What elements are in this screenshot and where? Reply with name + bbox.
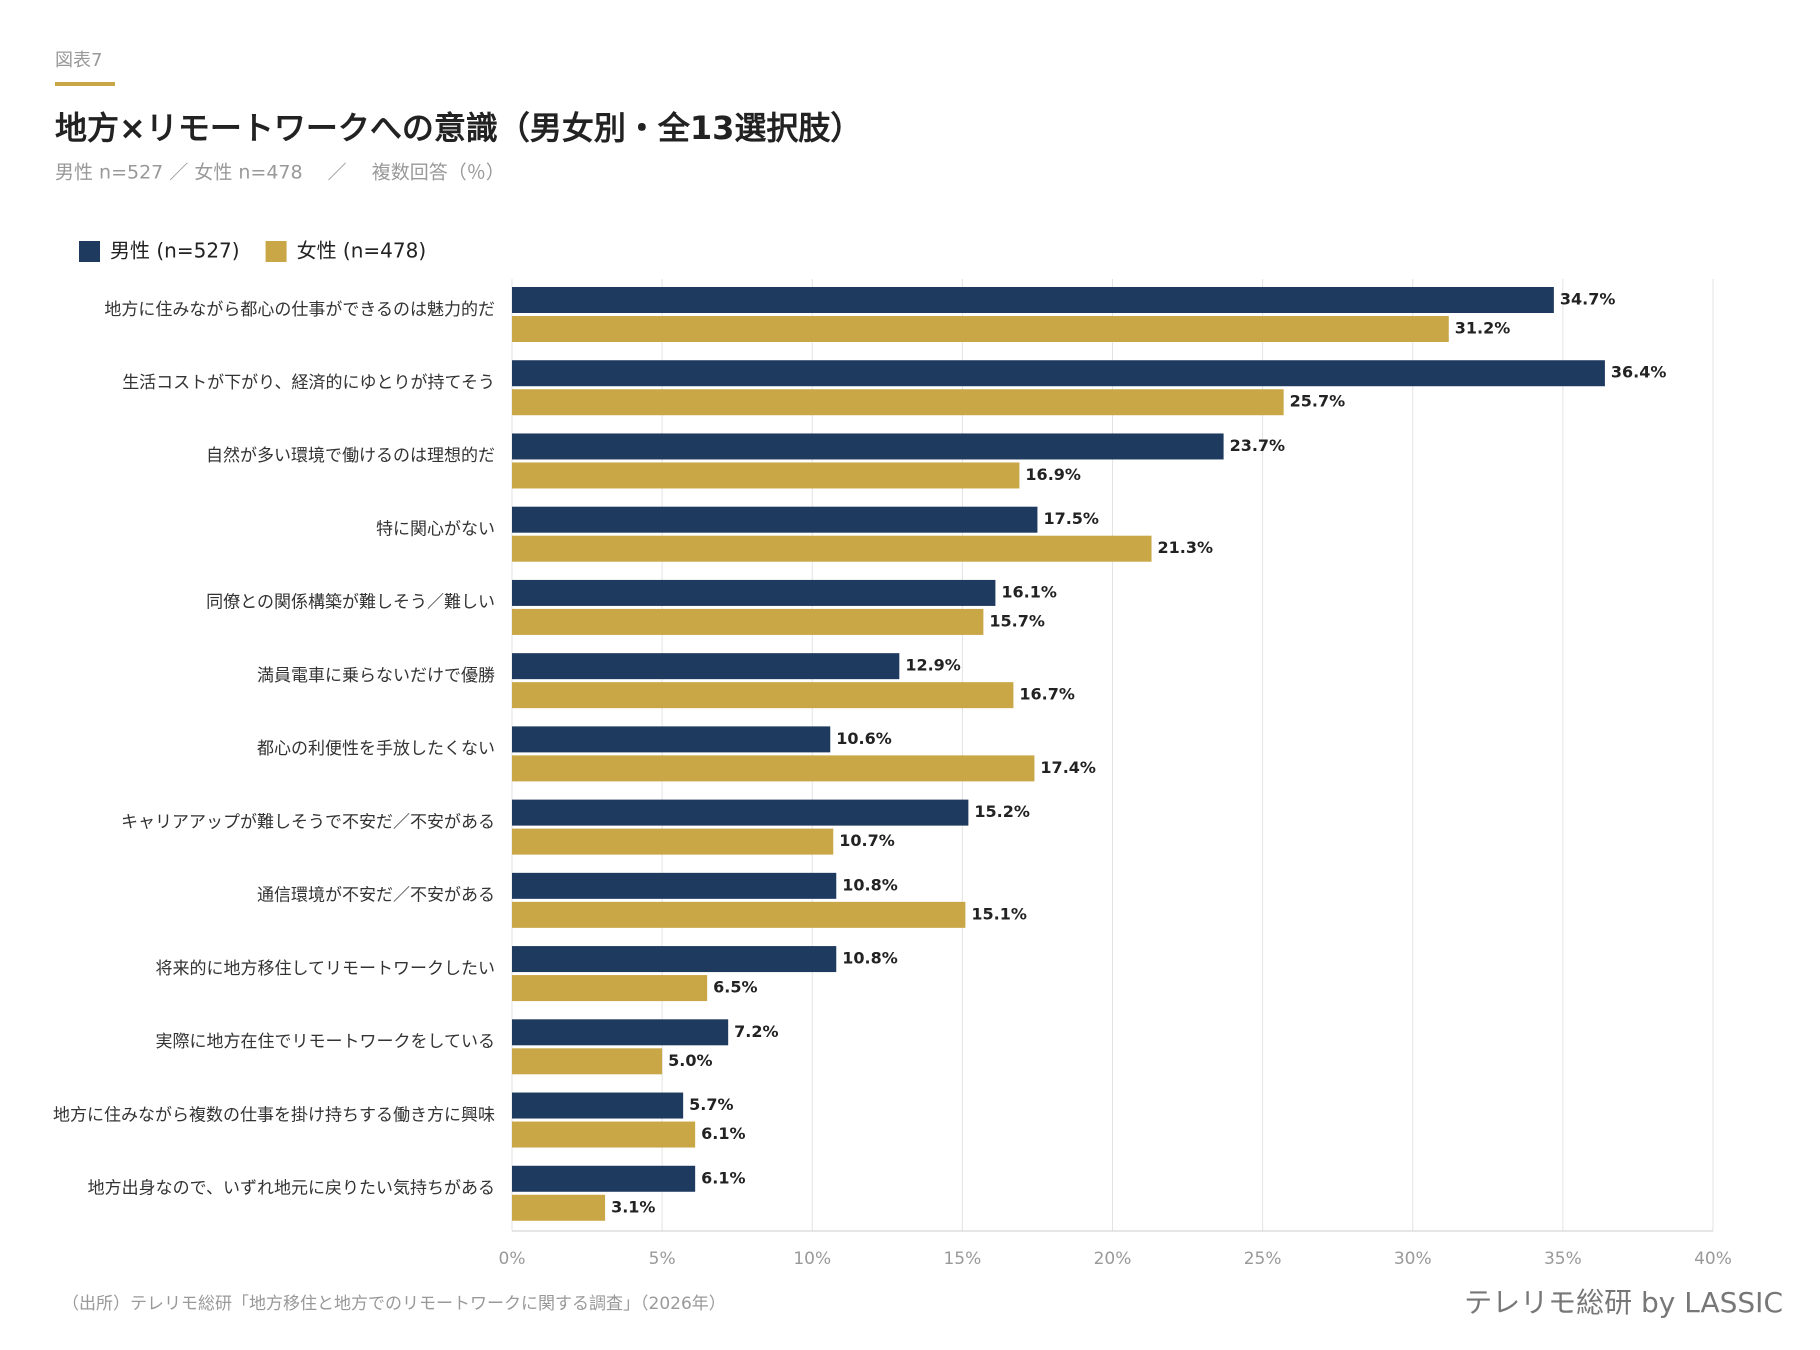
category-label: 生活コストが下がり、経済的にゆとりが持てそう [122, 373, 495, 393]
x-tick-label: 0% [499, 1249, 526, 1269]
value-label: 23.7% [1230, 436, 1286, 455]
value-label: 10.8% [842, 875, 898, 894]
category-label: 通信環境が不安だ／不安がある [257, 886, 495, 906]
bar [512, 1194, 606, 1221]
value-label: 21.3% [1158, 538, 1214, 557]
figure-label: 図表7 [55, 50, 102, 71]
value-label: 6.5% [713, 978, 757, 997]
x-tick-label: 35% [1544, 1249, 1582, 1269]
bar [512, 506, 1038, 533]
category-label: 地方に住みながら都心の仕事ができるのは魅力的だ [104, 300, 495, 320]
bar [512, 946, 837, 973]
value-label: 5.7% [689, 1095, 733, 1114]
chart-title: 地方×リモートワークへの意識（男女別・全13選択肢） [55, 109, 862, 147]
value-label: 31.2% [1455, 319, 1511, 338]
bar [512, 1092, 684, 1119]
legend-label: 女性 (n=478) [297, 239, 427, 263]
bar [512, 535, 1152, 562]
category-label: 満員電車に乗らないだけで優勝 [257, 666, 495, 686]
x-tick-label: 20% [1094, 1249, 1132, 1269]
value-label: 16.7% [1019, 685, 1075, 704]
category-label: 将来的に地方移住してリモートワークしたい [156, 959, 496, 979]
bar [512, 828, 834, 855]
category-label: 実際に地方在住でリモートワークをしている [156, 1032, 496, 1052]
value-label: 15.1% [971, 904, 1027, 923]
category-label: 地方に住みながら複数の仕事を掛け持ちする働き方に興味 [53, 1105, 495, 1125]
value-label: 10.8% [842, 949, 898, 968]
value-label: 34.7% [1560, 290, 1616, 309]
value-label: 15.2% [974, 802, 1030, 821]
x-tick-label: 25% [1244, 1249, 1282, 1269]
bar [512, 1121, 696, 1148]
legend-swatch [265, 241, 287, 262]
bar [512, 975, 708, 1002]
legend-label: 男性 (n=527) [110, 239, 240, 263]
label-underline [55, 82, 115, 86]
value-label: 15.7% [989, 611, 1045, 630]
bar [512, 579, 996, 606]
bar [512, 608, 984, 635]
bar [512, 901, 966, 928]
bar [512, 316, 1449, 342]
x-tick-label: 5% [649, 1249, 676, 1269]
value-label: 5.0% [668, 1051, 712, 1070]
bar [512, 872, 837, 899]
bar [512, 389, 1284, 416]
bar [512, 360, 1605, 387]
category-label: 同僚との関係構築が難しそう／難しい [206, 593, 495, 613]
bar [512, 799, 969, 826]
category-label: 都心の利便性を手放したくない [257, 739, 495, 759]
bar [512, 653, 900, 680]
value-label: 16.1% [1001, 582, 1057, 601]
x-tick-label: 40% [1694, 1249, 1732, 1269]
value-label: 36.4% [1611, 363, 1667, 382]
bar [512, 1048, 663, 1075]
value-label: 7.2% [734, 1022, 778, 1041]
value-label: 10.6% [836, 729, 892, 748]
value-label: 16.9% [1025, 465, 1081, 484]
category-label: 自然が多い環境で働けるのは理想的だ [206, 446, 495, 466]
value-label: 6.1% [701, 1124, 745, 1143]
value-label: 12.9% [905, 656, 961, 675]
source: （出所）テレリモ総研「地方移住と地方でのリモートワークに関する調査」（2026年… [62, 1294, 726, 1314]
category-label: 特に関心がない [376, 519, 495, 539]
x-tick-label: 15% [943, 1249, 981, 1269]
value-label: 10.7% [839, 831, 895, 850]
category-label: キャリアアップが難しそうで不安だ／不安がある [121, 812, 495, 832]
x-tick-label: 30% [1394, 1249, 1432, 1269]
bar [512, 682, 1014, 709]
legend-swatch [79, 241, 100, 262]
brand: テレリモ総研 by LASSIC [1464, 1286, 1783, 1319]
value-label: 3.1% [611, 1197, 655, 1216]
bar [512, 287, 1554, 313]
bar [512, 726, 831, 753]
x-tick-label: 10% [793, 1249, 831, 1269]
value-label: 6.1% [701, 1168, 745, 1187]
bar [512, 433, 1224, 460]
bar [512, 462, 1020, 489]
value-label: 17.4% [1040, 758, 1096, 777]
bar [512, 1165, 696, 1192]
value-label: 17.5% [1043, 509, 1099, 528]
category-label: 地方出身なので、いずれ地元に戻りたい気持ちがある [88, 1179, 495, 1199]
bar [512, 755, 1035, 782]
chart-subtitle: 男性 n=527 ／ 女性 n=478 ／ 複数回答（％） [55, 162, 505, 184]
value-label: 25.7% [1290, 392, 1346, 411]
bar [512, 1019, 729, 1046]
